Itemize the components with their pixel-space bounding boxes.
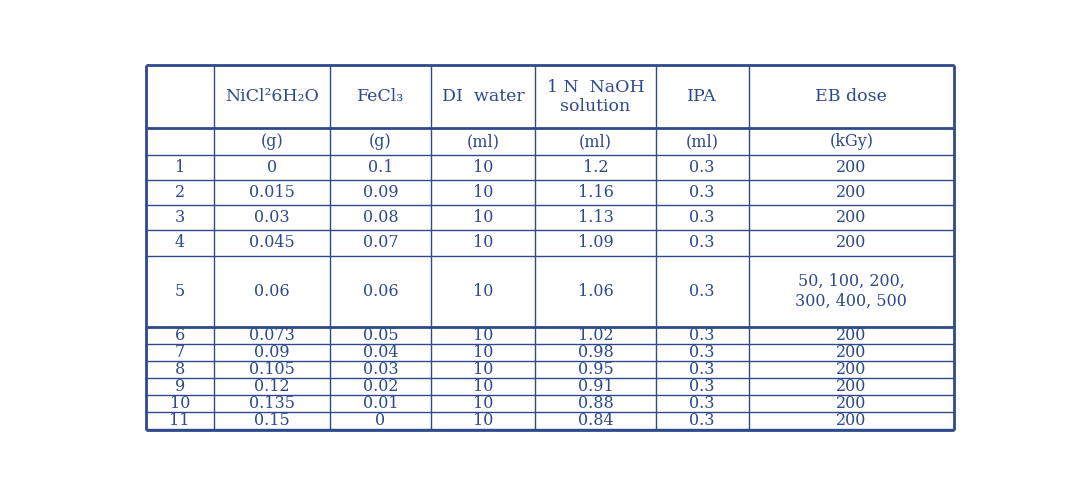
Text: 200: 200 [836, 395, 866, 412]
Text: 3: 3 [175, 210, 184, 226]
Text: (g): (g) [260, 133, 283, 150]
Text: 0.09: 0.09 [254, 344, 289, 361]
Text: 10: 10 [473, 159, 493, 176]
Text: 8: 8 [175, 361, 184, 378]
Text: 0.88: 0.88 [578, 395, 613, 412]
Text: 1.13: 1.13 [578, 210, 613, 226]
Text: 0.135: 0.135 [249, 395, 295, 412]
Text: 0.045: 0.045 [249, 234, 295, 251]
Text: 0.3: 0.3 [689, 344, 715, 361]
Text: 200: 200 [836, 327, 866, 344]
Text: 0.105: 0.105 [249, 361, 295, 378]
Text: (ml): (ml) [579, 133, 612, 150]
Text: 200: 200 [836, 210, 866, 226]
Text: 200: 200 [836, 184, 866, 201]
Text: 0.04: 0.04 [362, 344, 398, 361]
Text: 4: 4 [175, 234, 184, 251]
Text: DI  water: DI water [442, 88, 524, 106]
Text: 10: 10 [473, 234, 493, 251]
Text: 7: 7 [175, 344, 184, 361]
Text: 0.03: 0.03 [362, 361, 399, 378]
Text: 1.16: 1.16 [578, 184, 613, 201]
Text: IPA: IPA [687, 88, 717, 106]
Text: 0.08: 0.08 [362, 210, 399, 226]
Text: (g): (g) [369, 133, 392, 150]
Text: 11: 11 [169, 412, 190, 429]
Text: 0.05: 0.05 [362, 327, 399, 344]
Text: 0.3: 0.3 [689, 159, 715, 176]
Text: 0.06: 0.06 [254, 283, 289, 300]
Text: 200: 200 [836, 159, 866, 176]
Text: 0.95: 0.95 [578, 361, 613, 378]
Text: 10: 10 [473, 327, 493, 344]
Text: 1.2: 1.2 [583, 159, 608, 176]
Text: 200: 200 [836, 344, 866, 361]
Text: 200: 200 [836, 361, 866, 378]
Text: FeCl₃: FeCl₃ [357, 88, 404, 106]
Text: 1.02: 1.02 [578, 327, 613, 344]
Text: 1 N  NaOH
solution: 1 N NaOH solution [547, 78, 644, 115]
Text: 0.09: 0.09 [362, 184, 399, 201]
Text: 10: 10 [473, 344, 493, 361]
Text: 1.06: 1.06 [578, 283, 613, 300]
Text: 0.07: 0.07 [362, 234, 399, 251]
Text: 0.3: 0.3 [689, 361, 715, 378]
Text: 200: 200 [836, 412, 866, 429]
Text: 200: 200 [836, 378, 866, 395]
Text: 0.03: 0.03 [254, 210, 289, 226]
Text: 0.02: 0.02 [362, 378, 398, 395]
Text: 0.01: 0.01 [362, 395, 399, 412]
Text: 0.15: 0.15 [254, 412, 289, 429]
Text: 10: 10 [473, 378, 493, 395]
Text: 0.3: 0.3 [689, 210, 715, 226]
Text: 6: 6 [175, 327, 184, 344]
Text: 2: 2 [175, 184, 184, 201]
Text: 200: 200 [836, 234, 866, 251]
Text: 0.073: 0.073 [249, 327, 295, 344]
Text: 0.3: 0.3 [689, 327, 715, 344]
Text: 0.3: 0.3 [689, 412, 715, 429]
Text: 10: 10 [473, 412, 493, 429]
Text: 10: 10 [473, 184, 493, 201]
Text: 1: 1 [175, 159, 184, 176]
Text: 10: 10 [473, 361, 493, 378]
Text: 0.3: 0.3 [689, 283, 715, 300]
Text: 0: 0 [267, 159, 277, 176]
Text: 0.91: 0.91 [578, 378, 613, 395]
Text: (ml): (ml) [466, 133, 500, 150]
Text: (ml): (ml) [686, 133, 718, 150]
Text: 0.3: 0.3 [689, 395, 715, 412]
Text: 0.3: 0.3 [689, 234, 715, 251]
Text: 0.06: 0.06 [362, 283, 399, 300]
Text: 10: 10 [473, 395, 493, 412]
Text: 1.09: 1.09 [578, 234, 613, 251]
Text: 0.015: 0.015 [249, 184, 295, 201]
Text: 0.3: 0.3 [689, 184, 715, 201]
Text: 0.84: 0.84 [578, 412, 613, 429]
Text: (kGy): (kGy) [830, 133, 874, 150]
Text: NiCl²6H₂O: NiCl²6H₂O [225, 88, 318, 106]
Text: 10: 10 [169, 395, 190, 412]
Text: 10: 10 [473, 210, 493, 226]
Text: 5: 5 [175, 283, 184, 300]
Text: 0.12: 0.12 [254, 378, 289, 395]
Text: 10: 10 [473, 283, 493, 300]
Text: 0.98: 0.98 [578, 344, 613, 361]
Text: 50, 100, 200,
300, 400, 500: 50, 100, 200, 300, 400, 500 [795, 273, 907, 310]
Text: 9: 9 [175, 378, 184, 395]
Text: 0.3: 0.3 [689, 378, 715, 395]
Text: 0.1: 0.1 [368, 159, 393, 176]
Text: EB dose: EB dose [816, 88, 888, 106]
Text: 0: 0 [375, 412, 386, 429]
